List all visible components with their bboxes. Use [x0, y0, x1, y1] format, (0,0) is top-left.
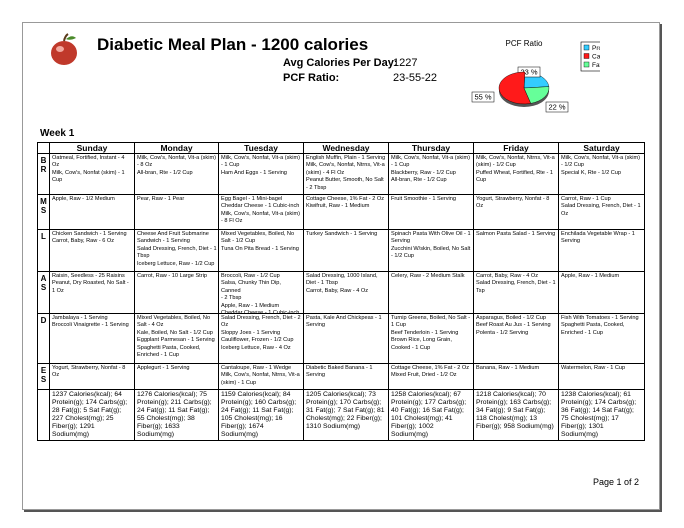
meal-cell: Turnip Greens, Boiled, No Salt - 1 Cup B…	[389, 314, 474, 364]
totals-cell: 1205 Calories(kcal); 73 Protein(g); 170 …	[304, 390, 389, 441]
meal-cell: Enchilada Vegetable Wrap - 1 Serving	[559, 230, 645, 272]
meal-cell: Salmon Pasta Salad - 1 Serving	[474, 230, 559, 272]
totals-cell: 1276 Calories(kcal); 75 Protein(g); 211 …	[135, 390, 219, 441]
meal-cell: Cottage Cheese, 1% Fat - 2 Oz Kiwifruit,…	[304, 195, 389, 230]
meal-cell: Applegurt - 1 Serving	[135, 364, 219, 390]
meal-cell: Banana, Raw - 1 Medium	[474, 364, 559, 390]
meal-label: A S	[38, 272, 50, 314]
day-header: Thursday	[389, 143, 474, 154]
meal-cell: Fruit Smoothie - 1 Serving	[389, 195, 474, 230]
avg-label: Avg Calories Per Day:	[283, 57, 398, 69]
page-frame	[22, 22, 660, 510]
week-label: Week 1	[40, 128, 75, 139]
meal-cell: Apple, Raw - 1/2 Medium	[50, 195, 135, 230]
legend-swatch	[583, 53, 590, 59]
apple-icon	[51, 33, 77, 65]
meal-cell: Turkey Sandwich - 1 Serving	[304, 230, 389, 272]
meal-cell: Salad Dressing, 1000 Island, Diet - 1 Tb…	[304, 272, 389, 314]
meal-cell: Carrot, Raw - 1 Cup Salad Dressing, Fren…	[559, 195, 645, 230]
meal-cell: Carrot, Raw - 10 Large Strip	[135, 272, 219, 314]
meal-table: Sunday Monday Tuesday Wednesday Thursday Frid…	[37, 142, 645, 441]
meal-cell: Celery, Raw - 2 Medium Stalk	[389, 272, 474, 314]
legend-label: Carbs	[592, 54, 600, 61]
page-number: Page 1 of 2	[593, 477, 640, 487]
value-label-box	[517, 66, 541, 78]
value-label: 23 %	[520, 68, 537, 77]
pcf-value: 23-55-22	[393, 72, 438, 84]
meal-cell: Chicken Sandwich - 1 Serving Carrot, Bab…	[50, 230, 135, 272]
meal-label: M S	[38, 195, 50, 230]
meal-cell: Salad Dressing, French, Diet - 2 Oz Slop…	[219, 314, 304, 364]
meal-label: E S	[38, 364, 50, 390]
avg-value: 1227	[393, 57, 418, 69]
pcf-chart: PCF Ratio Protein CarbsFat 23 % 55 % 22 %	[471, 39, 600, 113]
meal-cell: Raisin, Seedless - 25 Raisins Peanut, Dr…	[50, 272, 135, 314]
meal-cell: Pasta, Kale And Chickpeas - 1 Serving	[304, 314, 389, 364]
legend-swatch	[583, 61, 590, 68]
meal-cell: Watermelon, Raw - 1 Cup	[559, 364, 645, 390]
value-label: 22 %	[548, 103, 565, 112]
meal-label: L	[38, 230, 50, 272]
meal-cell: Carrot, Baby, Raw - 4 Oz Salad Dressing,…	[474, 272, 559, 314]
meal-cell: Egg Bagel - 1 Mini-bagel Cheddar Cheese …	[219, 195, 304, 230]
meal-cell: Asparagus, Boiled - 1/2 Cup Beef Roast A…	[474, 314, 559, 364]
day-header: Wednesday	[304, 143, 389, 154]
meal-cell: Fish With Tomatoes - 1 Serving Spaghetti…	[559, 314, 645, 364]
meal-cell: Diabetic Baked Banana - 1 Serving	[304, 364, 389, 390]
title: Diabetic Meal Plan - 1200 calories	[97, 35, 369, 54]
meal-cell: Milk, Cow's, Nonfat, Vit-a (skim) - 1/2 …	[559, 154, 645, 195]
meal-cell: Apple, Raw - 1 Medium	[559, 272, 645, 314]
totals-cell: 1258 Calories(kcal); 67 Protein(g); 177 …	[389, 390, 474, 441]
meal-label: B R	[38, 154, 50, 195]
meal-cell: Yogurt, Strawberry, Nonfat - 8 Oz	[474, 195, 559, 230]
day-header: Tuesday	[219, 143, 304, 154]
legend-label: Fat	[592, 62, 600, 69]
meal-cell: Mixed Vegetables, Boiled, No Salt - 1/2 …	[219, 230, 304, 272]
meal-cell: Pear, Raw - 1 Pear	[135, 195, 219, 230]
pcf-label: PCF Ratio:	[283, 72, 340, 84]
totals-cell: 1159 Calories(kcal); 84 Protein(g); 160 …	[219, 390, 304, 441]
meal-cell: Cottage Cheese, 1% Fat - 2 Oz Mixed Frui…	[389, 364, 474, 390]
meal-cell: Yogurt, Strawberry, Nonfat - 8 Oz	[50, 364, 135, 390]
meal-cell: English Muffin, Plain - 1 Serving Milk, …	[304, 154, 389, 195]
day-header: Saturday	[559, 143, 645, 154]
meal-cell: Mixed Vegetables, Boiled, No Salt - 4 Oz…	[135, 314, 219, 364]
value-label-box	[471, 91, 495, 103]
pie-slice	[523, 86, 550, 104]
meal-cell: Cantaloupe, Raw - 1 Wedge Milk, Cow's, N…	[219, 364, 304, 390]
corner-cell	[38, 143, 50, 154]
chart-title: PCF Ratio	[506, 39, 543, 48]
meal-cell: Broccoli, Raw - 1/2 Cup Salsa, Chunky Th…	[219, 272, 304, 314]
totals-cell: 1238 Calories(kcal); 61 Protein(g); 174 …	[559, 390, 645, 441]
meal-cell: Milk, Cow's, Nonfat, Vit-a (skim) - 8 Oz…	[135, 154, 219, 195]
totals-cell: 1218 Calories(kcal); 70 Protein(g); 163 …	[474, 390, 559, 441]
meal-cell: Oatmeal, Fortified, Instant - 4 Oz Milk,…	[50, 154, 135, 195]
day-header: Monday	[135, 143, 219, 154]
meal-cell: Milk, Cow's, Nonfat, Vit-a (skim) - 1 Cu…	[389, 154, 474, 195]
meal-cell: Jambalaya - 1 Serving Broccoli Vinaigret…	[50, 314, 135, 364]
legend-label: Protein	[592, 45, 600, 52]
legend-swatch	[583, 44, 590, 51]
pie-slice	[498, 71, 532, 105]
meal-cell: Spinach Pasta With Olive Oil - 1 Serving…	[389, 230, 474, 272]
value-label: 55 %	[474, 93, 491, 102]
meal-cell: Milk, Cow's, Nonfat, Ntrns, Vit-a (skim)…	[474, 154, 559, 195]
value-label-box	[545, 101, 569, 113]
meal-cell: Milk, Cow's, Nonfat, Vit-a (skim) - 1 Cu…	[219, 154, 304, 195]
empty-label	[38, 390, 50, 441]
meal-cell: Cheese And Fruit Submarine Sandwich - 1 …	[135, 230, 219, 272]
day-header: Sunday	[50, 143, 135, 154]
meal-label: D	[38, 314, 50, 364]
day-header: Friday	[474, 143, 559, 154]
totals-cell: 1237 Calories(kcal); 64 Protein(g); 174 …	[50, 390, 135, 441]
